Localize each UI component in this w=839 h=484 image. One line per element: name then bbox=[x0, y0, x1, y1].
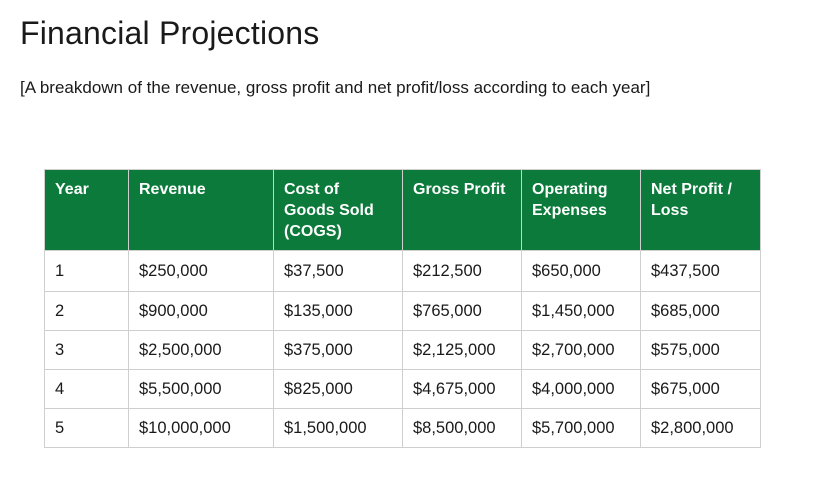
document-title: Financial Projections bbox=[20, 15, 320, 51]
header-year: Year bbox=[44, 169, 129, 251]
table-row: 1 $250,000 $37,500 $212,500 $650,000 $43… bbox=[44, 250, 761, 292]
document-subtitle: [A breakdown of the revenue, gross profi… bbox=[20, 78, 651, 97]
cell-gross-profit: $765,000 bbox=[402, 291, 522, 331]
cell-net-profit-loss: $2,800,000 bbox=[640, 408, 761, 448]
cell-year: 4 bbox=[44, 369, 129, 409]
table-row: 4 $5,500,000 $825,000 $4,675,000 $4,000,… bbox=[44, 369, 761, 409]
financial-projections-table: Year Revenue Cost of Goods Sold (COGS) G… bbox=[44, 169, 761, 448]
cell-gross-profit: $8,500,000 bbox=[402, 408, 522, 448]
cell-operating-expenses: $2,700,000 bbox=[521, 330, 641, 370]
cell-net-profit-loss: $575,000 bbox=[640, 330, 761, 370]
table-row: 2 $900,000 $135,000 $765,000 $1,450,000 … bbox=[44, 291, 761, 331]
cell-year: 5 bbox=[44, 408, 129, 448]
table-header-row: Year Revenue Cost of Goods Sold (COGS) G… bbox=[44, 169, 761, 251]
cell-cogs: $375,000 bbox=[273, 330, 403, 370]
cell-operating-expenses: $4,000,000 bbox=[521, 369, 641, 409]
table-row: 3 $2,500,000 $375,000 $2,125,000 $2,700,… bbox=[44, 330, 761, 370]
cell-gross-profit: $4,675,000 bbox=[402, 369, 522, 409]
cell-revenue: $250,000 bbox=[128, 250, 274, 292]
cell-revenue: $900,000 bbox=[128, 291, 274, 331]
cell-net-profit-loss: $685,000 bbox=[640, 291, 761, 331]
cell-net-profit-loss: $437,500 bbox=[640, 250, 761, 292]
cell-cogs: $37,500 bbox=[273, 250, 403, 292]
header-gross-profit: Gross Profit bbox=[402, 169, 522, 251]
cell-revenue: $10,000,000 bbox=[128, 408, 274, 448]
cell-gross-profit: $2,125,000 bbox=[402, 330, 522, 370]
header-revenue: Revenue bbox=[128, 169, 274, 251]
cell-net-profit-loss: $675,000 bbox=[640, 369, 761, 409]
table-row: 5 $10,000,000 $1,500,000 $8,500,000 $5,7… bbox=[44, 408, 761, 448]
cell-cogs: $135,000 bbox=[273, 291, 403, 331]
header-operating-expenses: Operating Expenses bbox=[521, 169, 641, 251]
cell-cogs: $1,500,000 bbox=[273, 408, 403, 448]
cell-revenue: $2,500,000 bbox=[128, 330, 274, 370]
header-net-profit-loss: Net Profit / Loss bbox=[640, 169, 761, 251]
cell-cogs: $825,000 bbox=[273, 369, 403, 409]
cell-operating-expenses: $5,700,000 bbox=[521, 408, 641, 448]
cell-year: 3 bbox=[44, 330, 129, 370]
cell-revenue: $5,500,000 bbox=[128, 369, 274, 409]
cell-operating-expenses: $650,000 bbox=[521, 250, 641, 292]
cell-operating-expenses: $1,450,000 bbox=[521, 291, 641, 331]
header-cogs: Cost of Goods Sold (COGS) bbox=[273, 169, 403, 251]
cell-year: 2 bbox=[44, 291, 129, 331]
cell-year: 1 bbox=[44, 250, 129, 292]
cell-gross-profit: $212,500 bbox=[402, 250, 522, 292]
